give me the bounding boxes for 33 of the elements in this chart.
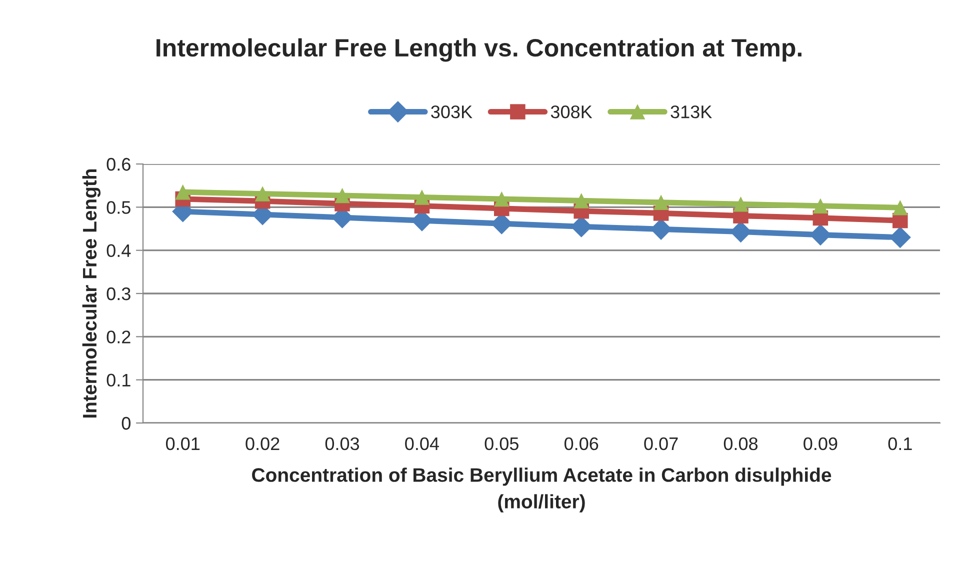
x-tick-label: 0.01 — [166, 437, 200, 450]
point — [812, 198, 828, 214]
point — [892, 200, 908, 216]
x-tick-label: 0.05 — [484, 437, 518, 450]
x-tick-label: 0.08 — [724, 437, 758, 450]
y-axis-title: Intermolecular Free Length — [82, 169, 101, 418]
y-tick-label: 0.3 — [106, 287, 130, 300]
legend-label: 303K — [431, 105, 472, 118]
y-tick-label: 0.6 — [106, 158, 130, 171]
point — [254, 186, 270, 202]
y-tick-label: 0.2 — [106, 330, 130, 344]
y-tick-label: 0.1 — [106, 374, 130, 387]
x-tick-label: 0.04 — [405, 437, 439, 450]
x-tick-label: 0.06 — [564, 437, 598, 450]
point — [733, 196, 748, 212]
legend-label: 313K — [670, 105, 712, 118]
x-tick-label: 0.07 — [644, 437, 678, 450]
y-tick-label: 0.5 — [106, 201, 130, 214]
point — [414, 190, 430, 205]
y-tick-label: 0 — [122, 416, 130, 430]
x-tick-label: 0.03 — [325, 437, 360, 450]
point — [175, 184, 190, 200]
x-tick-label: 0.02 — [246, 437, 280, 450]
x-axis-title: Concentration of Basic Beryllium Acetate in Carbon disulphide (mol/liter) — [252, 468, 832, 512]
chart-title: Intermolecular Free Length vs. Concentration at Temp. — [156, 38, 802, 62]
x-tick-label: 0.1 — [888, 437, 912, 450]
legend-label: 308K — [550, 105, 592, 118]
x-tick-label: 0.09 — [804, 437, 838, 450]
point — [494, 191, 510, 207]
y-tick-label: 0.4 — [106, 244, 131, 258]
point — [653, 194, 669, 210]
point — [574, 193, 589, 208]
point — [334, 188, 350, 204]
